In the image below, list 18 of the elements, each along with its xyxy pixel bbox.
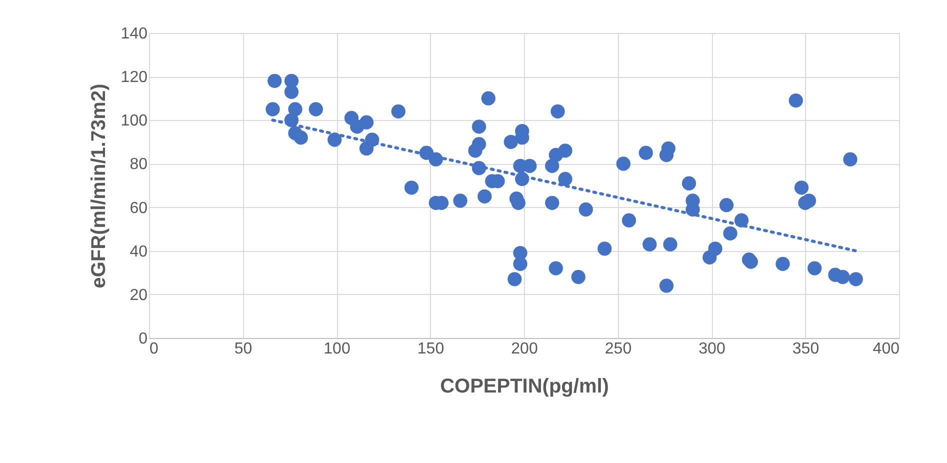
x-tick-label: 150: [417, 340, 444, 358]
y-tick-label: 40: [130, 243, 148, 260]
x-tick-label: 200: [511, 340, 538, 358]
y-axis-title: eGFR(ml/min/1.73m2): [88, 84, 110, 288]
y-tick-label: 20: [130, 286, 148, 304]
y-tick-label: 120: [120, 69, 148, 86]
x-tick-label: 350: [792, 340, 820, 358]
x-axis-title: COPEPTIN(pg/ml): [440, 376, 609, 398]
x-tick-label: 0: [150, 340, 158, 358]
y-tick-label: 60: [130, 200, 148, 217]
x-tick-label: 400: [872, 340, 900, 358]
x-tick-label: 300: [698, 340, 726, 358]
y-tick-label: 100: [120, 112, 148, 130]
y-tick-label: 140: [120, 26, 148, 42]
x-tick-label: 50: [234, 340, 252, 358]
x-tick-label: 250: [604, 340, 632, 358]
y-tick-label: 80: [130, 156, 148, 174]
x-tick-label: 100: [324, 340, 350, 358]
